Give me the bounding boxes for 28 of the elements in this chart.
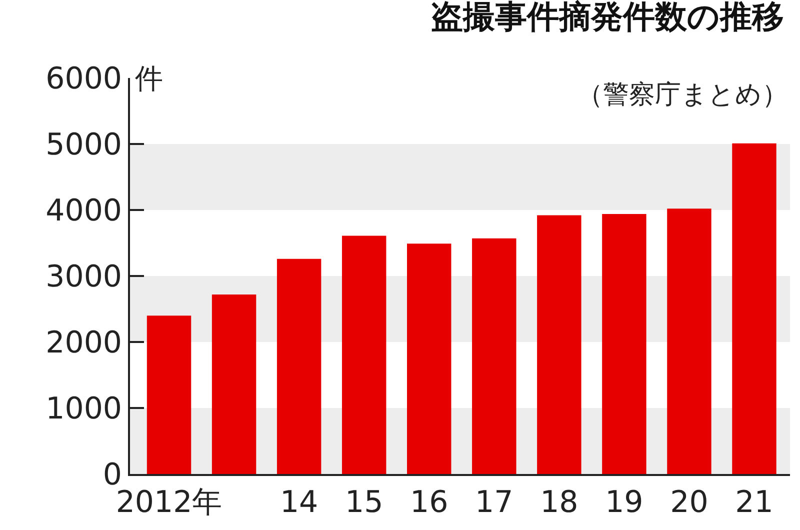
- bar: [732, 143, 776, 474]
- y-tick-label: 5000: [46, 128, 122, 162]
- bar: [407, 244, 452, 474]
- x-tick-label: 2012年: [116, 485, 222, 520]
- bar: [146, 316, 192, 474]
- bar: [667, 208, 712, 474]
- y-tick-label: 6000: [46, 62, 122, 96]
- chart-subtitle: （警察庁まとめ）: [577, 80, 788, 110]
- y-axis-title: 件: [135, 62, 163, 95]
- y-tick-label: 3000: [46, 260, 122, 294]
- x-tick-label: 16: [410, 485, 448, 520]
- x-tick-label: 20: [670, 485, 708, 520]
- bar: [276, 258, 322, 474]
- bar: [472, 238, 516, 474]
- bar: [342, 236, 386, 474]
- bar: [537, 215, 582, 474]
- x-tick-label: 14: [280, 485, 318, 520]
- x-tick-label: 17: [475, 485, 514, 520]
- x-tick-label: 19: [605, 485, 644, 520]
- x-tick-label: 21: [735, 485, 774, 520]
- chart-title: 盗撮事件摘発件数の推移: [431, 0, 784, 36]
- y-tick-label: 1000: [46, 392, 122, 426]
- y-tick-label: 2000: [46, 326, 122, 360]
- x-tick-label: 18: [540, 485, 578, 520]
- bar: [212, 294, 256, 474]
- x-tick-label: 15: [344, 485, 384, 520]
- y-tick-label: 4000: [46, 194, 122, 228]
- bar: [602, 214, 646, 474]
